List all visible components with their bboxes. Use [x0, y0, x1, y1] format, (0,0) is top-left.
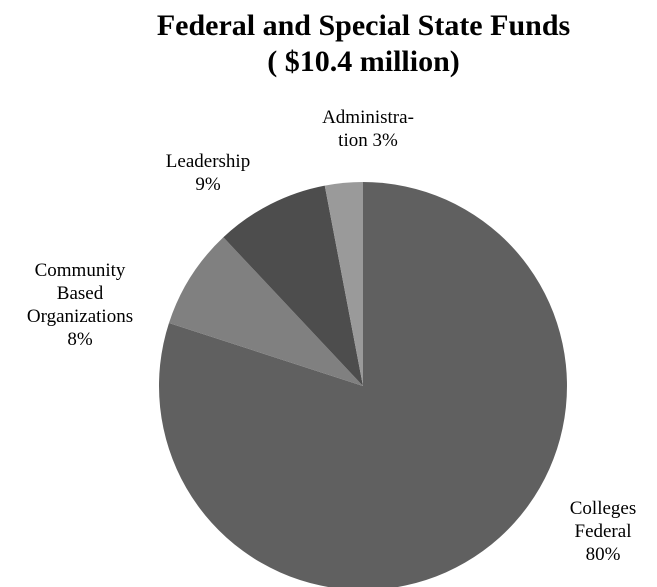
chart-title-line-1: Federal and Special State Funds: [156, 9, 571, 42]
slice-label-line: 9%: [195, 174, 221, 195]
slice-label-line: Administra-: [322, 107, 414, 128]
slice-label-line: Colleges: [570, 498, 637, 519]
chart-title-line-2: ( $10.4 million): [267, 45, 460, 78]
slice-label-line: Community: [35, 260, 126, 281]
slice-label-line: Based: [57, 283, 104, 304]
slice-label-line: 8%: [67, 329, 93, 350]
pie-slice: [223, 185, 363, 386]
pie-slice: [159, 182, 567, 587]
chart-title: Federal and Special State Funds ( $10.4 …: [0, 8, 657, 80]
pie-slice: [324, 182, 363, 386]
slice-label: Community Based Organizations 8%: [27, 260, 133, 350]
slice-label-line: tion 3%: [338, 130, 398, 151]
slice-label-line: Federal: [575, 521, 632, 542]
slice-label-line: 80%: [586, 544, 621, 565]
pie-slice: [168, 237, 363, 386]
slice-label: Administra-tion 3%: [322, 107, 414, 151]
slice-label: Leadership 9%: [166, 151, 250, 195]
slice-label-line: Leadership: [166, 151, 250, 172]
slice-label: Colleges Federal 80%: [570, 498, 637, 565]
slice-label-line: Organizations: [27, 306, 133, 327]
